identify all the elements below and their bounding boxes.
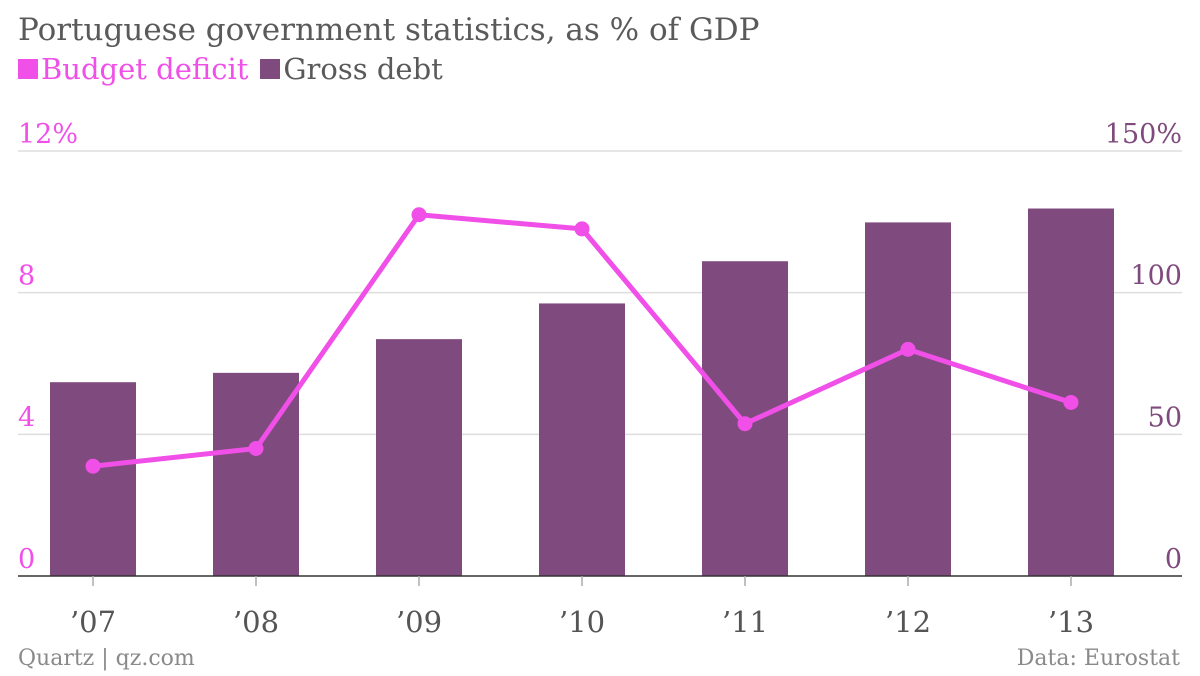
legend-item-budget-deficit: Budget deficit [18,52,248,86]
point-budget-deficit [737,416,753,432]
x-axis-tick-label: ’12 [885,605,931,639]
chart-title: Portuguese government statistics, as % o… [18,12,760,48]
point-budget-deficit [1063,394,1079,410]
x-axis-tick-label: ’09 [396,605,442,639]
bar-gross-debt [865,222,951,576]
x-axis-tick-label: ’08 [233,605,279,639]
legend-swatch-gross-debt [260,59,281,79]
legend-label-budget-deficit: Budget deficit [41,52,249,86]
left-axis-tick-label: 0 [18,544,35,575]
point-budget-deficit [900,341,916,357]
point-budget-deficit [248,441,264,456]
right-axis-tick-label: 0 [1165,544,1182,575]
bar-gross-debt [376,339,462,576]
legend-item-gross-debt: Gross debt [260,52,443,86]
legend-swatch-budget-deficit [18,59,38,79]
point-budget-deficit [574,221,590,237]
left-axis-tick-label: 8 [18,261,35,292]
right-axis-tick-label: 100 [1130,261,1182,292]
legend-label-gross-debt: Gross debt [283,52,443,86]
source-credit: Quartz | qz.com [18,646,195,671]
left-axis-tick-label: 12% [18,119,78,150]
point-budget-deficit [85,458,101,474]
x-axis-tick-label: ’10 [559,605,605,639]
left-axis-tick-label: 4 [18,402,35,433]
x-axis-tick-label: ’13 [1048,605,1094,639]
chart-legend: Budget deficit Gross debt [18,52,455,86]
bar-gross-debt [539,303,625,576]
right-axis-tick-label: 150% [1105,119,1182,150]
point-budget-deficit [411,207,427,223]
x-axis-tick-label: ’07 [70,605,116,639]
x-axis-tick-label: ’11 [722,605,768,639]
right-axis-tick-label: 50 [1148,402,1182,433]
data-source: Data: Eurostat [1016,646,1180,671]
bar-gross-debt [50,382,136,576]
